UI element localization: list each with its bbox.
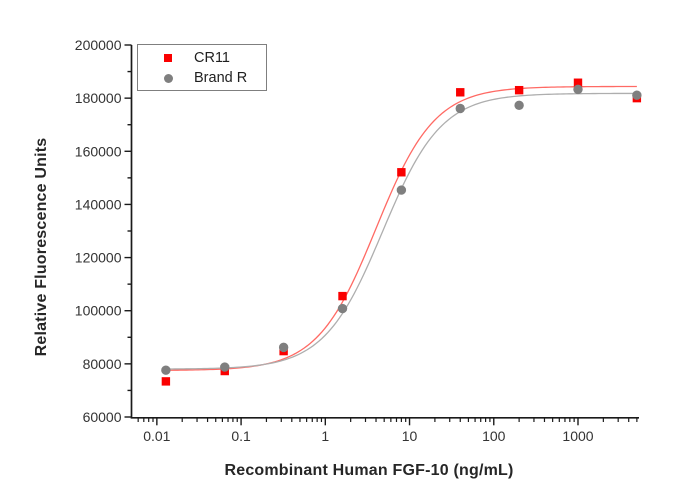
y-tick-label: 180000 bbox=[75, 90, 122, 106]
data-point-brandr bbox=[573, 84, 583, 95]
data-point-cr11 bbox=[338, 291, 347, 301]
y-tick-label: 140000 bbox=[75, 196, 122, 212]
legend-label-brandr: Brand R bbox=[194, 69, 248, 86]
data-point-brandr bbox=[220, 362, 230, 372]
x-axis-title: Recombinant Human FGF-10 (ng/mL) bbox=[224, 462, 514, 479]
legend: CR11 Brand R bbox=[137, 44, 267, 91]
legend-marker-circle-icon bbox=[164, 73, 173, 83]
data-point-brandr bbox=[455, 103, 465, 114]
y-tick-label: 120000 bbox=[75, 250, 122, 266]
x-tick-label: 10 bbox=[402, 428, 418, 444]
legend-item-brandr: Brand R bbox=[164, 69, 266, 88]
x-tick-label: 0.1 bbox=[231, 428, 251, 444]
data-point-cr11 bbox=[514, 85, 524, 95]
x-tick-label: 1 bbox=[321, 428, 329, 444]
data-point-brandr bbox=[278, 342, 289, 353]
data-point-brandr bbox=[396, 185, 407, 195]
y-tick-label: 100000 bbox=[75, 303, 122, 319]
data-point-cr11 bbox=[397, 168, 406, 177]
fit-curve-cr11 bbox=[165, 85, 637, 371]
data-point-brandr bbox=[337, 303, 348, 314]
y-tick-label: 160000 bbox=[75, 143, 122, 159]
data-point-brandr bbox=[514, 100, 524, 111]
data-point-brandr bbox=[161, 365, 171, 375]
y-tick-label: 60000 bbox=[83, 409, 122, 425]
y-tick-label: 200000 bbox=[75, 37, 122, 53]
legend-item-cr11: CR11 bbox=[164, 48, 266, 67]
x-tick-label: 100 bbox=[482, 428, 506, 444]
data-point-cr11 bbox=[456, 88, 465, 97]
x-tick-label: 1000 bbox=[562, 428, 593, 444]
y-tick-label: 80000 bbox=[83, 356, 122, 372]
y-axis-title: Relative Fluorescence Units bbox=[33, 137, 50, 357]
legend-marker-square-icon bbox=[164, 53, 172, 62]
data-point-brandr bbox=[632, 90, 642, 100]
x-tick-label: 0.01 bbox=[143, 428, 170, 444]
fit-curve-brandr bbox=[165, 92, 637, 370]
legend-label-cr11: CR11 bbox=[194, 49, 230, 66]
data-point-cr11 bbox=[161, 377, 171, 386]
data-point-cr11 bbox=[573, 78, 583, 87]
